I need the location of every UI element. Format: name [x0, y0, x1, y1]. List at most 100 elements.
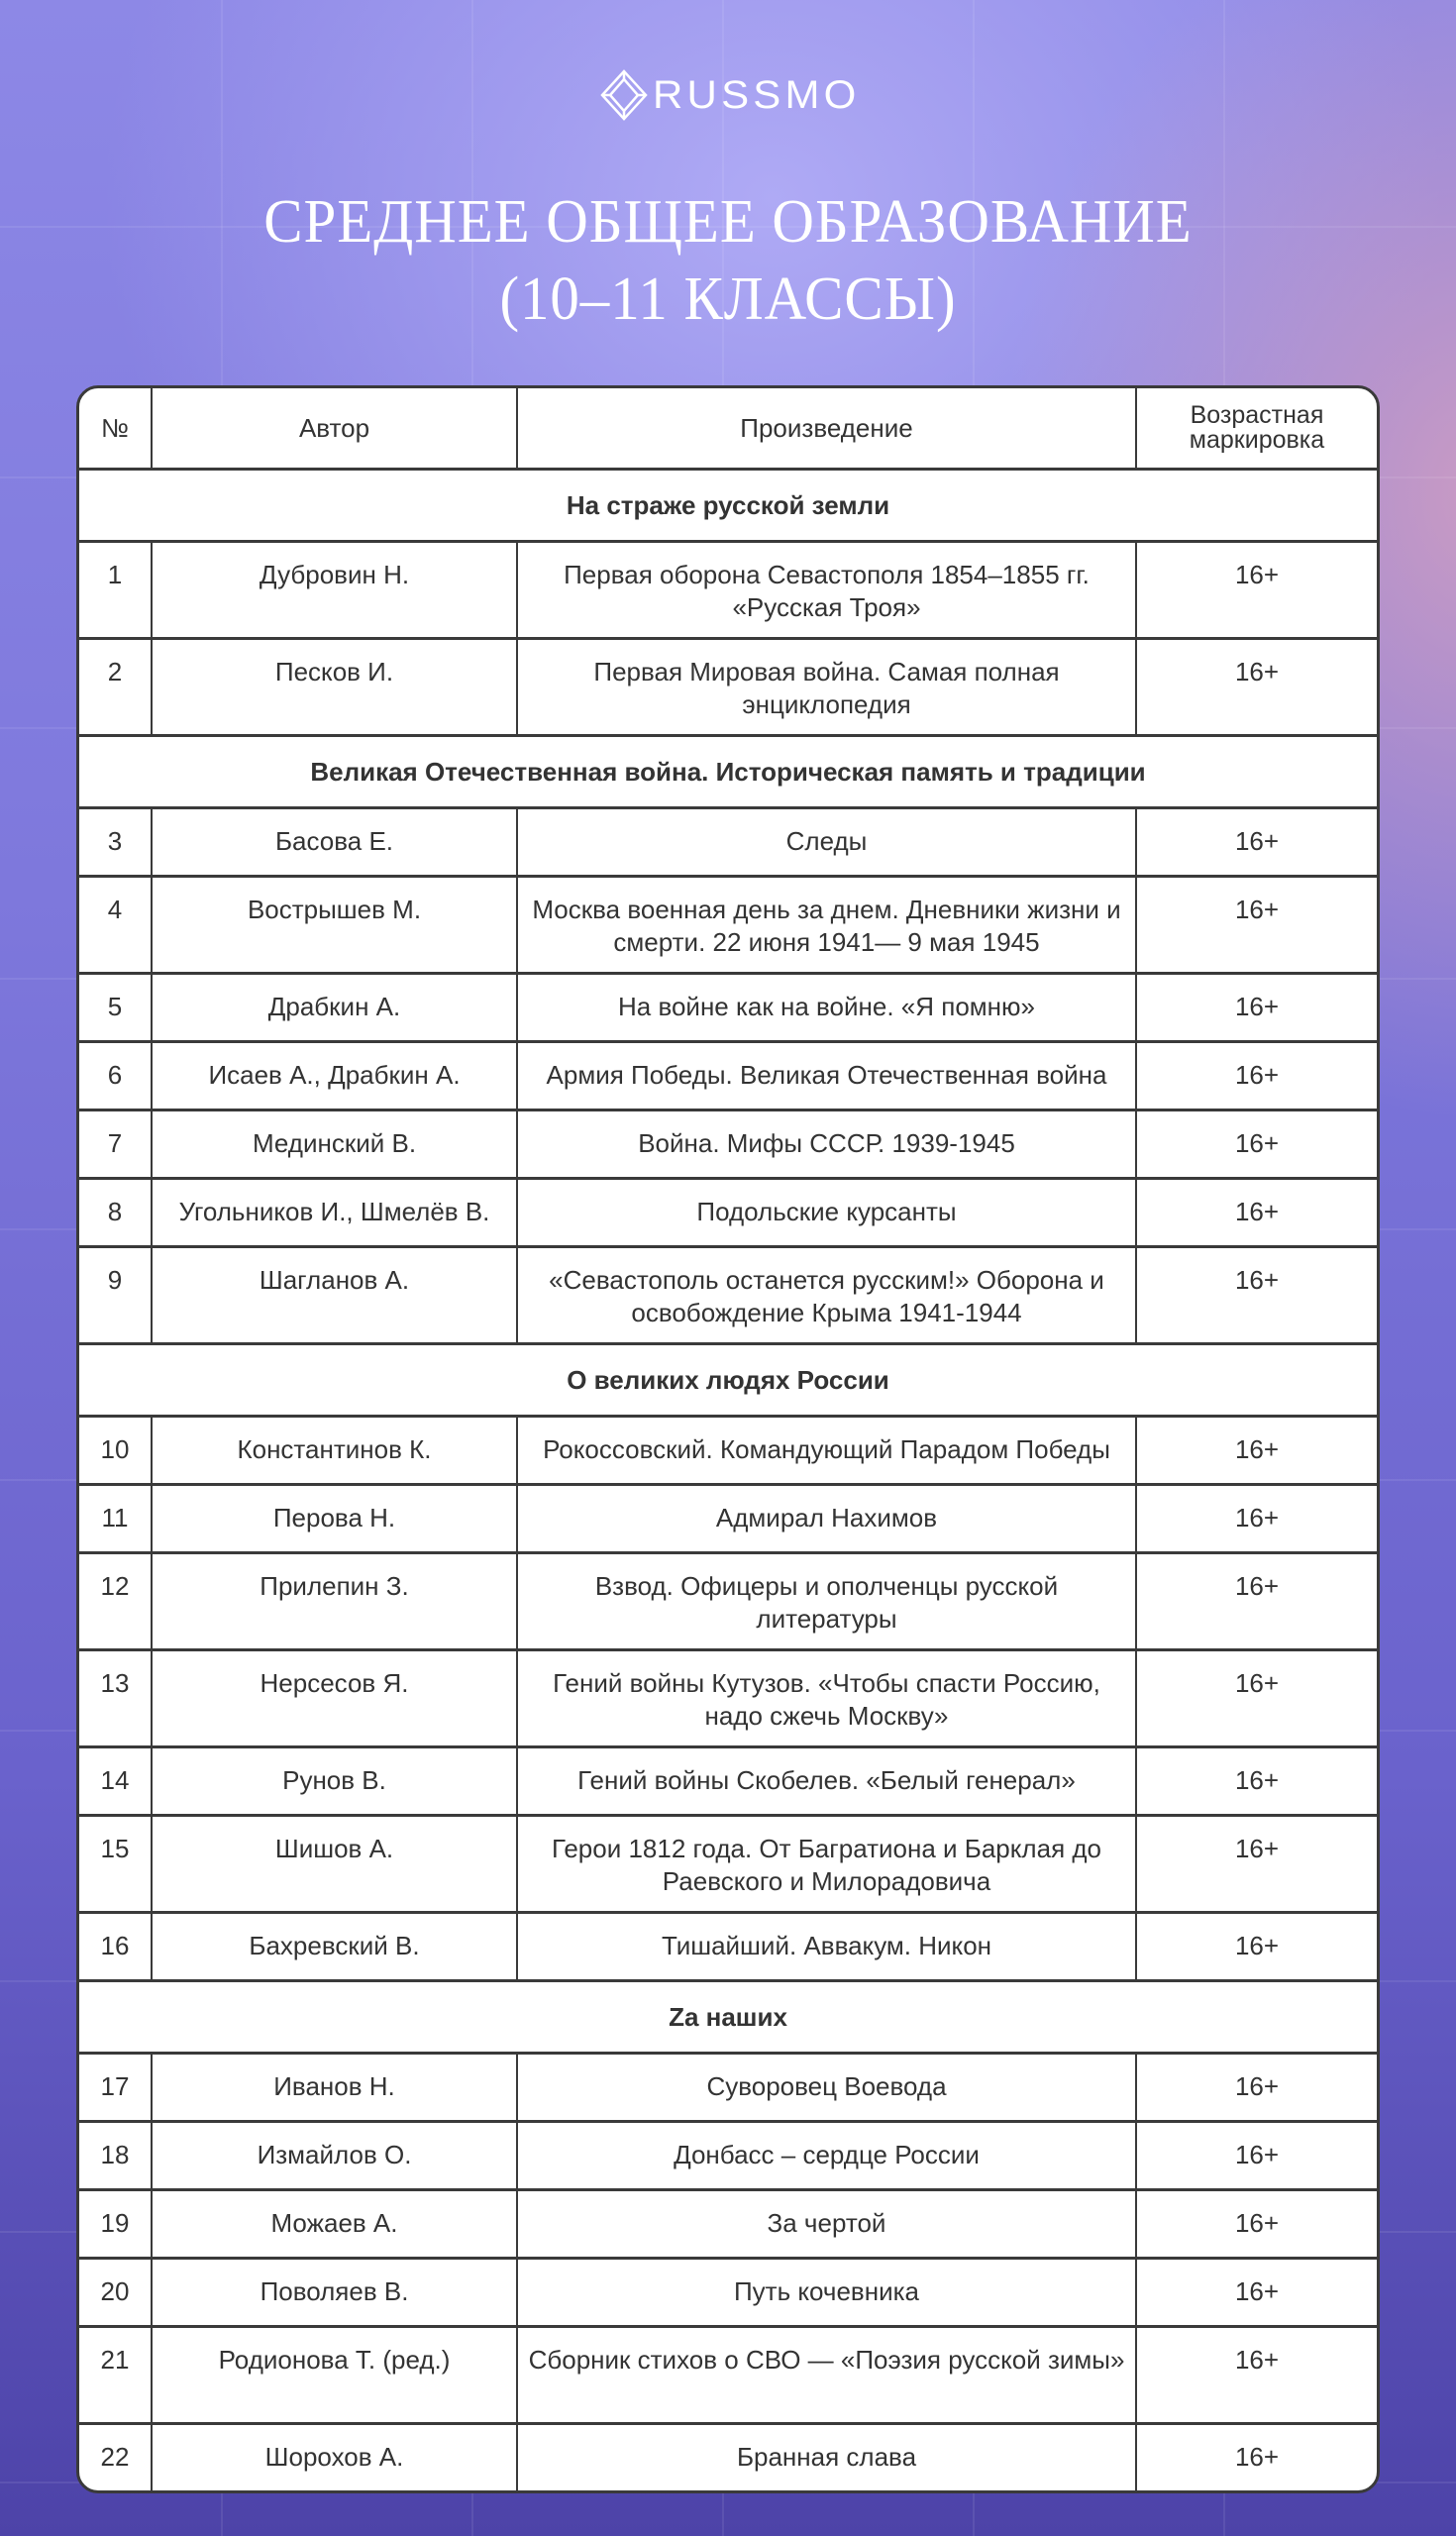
work-cell: Следы: [516, 809, 1135, 875]
work-cell: Путь кочевника: [516, 2260, 1135, 2325]
author-cell: Константинов К.: [151, 1418, 516, 1483]
table-row: 14 Рунов В. Гений войны Скобелев. «Белый г…: [79, 1745, 1377, 1814]
author-cell: Шорохов А.: [151, 2425, 516, 2490]
row-number: 8: [107, 1197, 123, 1226]
work-cell: Армия Победы. Великая Отечественная войн…: [516, 1043, 1135, 1109]
row-number: 6: [107, 1060, 123, 1090]
header-author: Автор: [151, 388, 516, 468]
author-cell: Басова Е.: [151, 809, 516, 875]
table-row: 4 Вострышев М. Москва военная день за днем…: [79, 875, 1377, 972]
author-cell: Прилепин З.: [151, 1554, 516, 1648]
table-row: 3 Басова Е. Следы 16+: [79, 806, 1377, 875]
row-number: 10: [100, 1434, 130, 1464]
row-number: 11: [101, 1503, 129, 1532]
row-number: 3: [107, 826, 123, 856]
author-cell: Родионова Т. (ред.): [151, 2328, 516, 2422]
row-number: 12: [100, 1571, 130, 1601]
books-table: № Автор Произведение Возрастная маркиров…: [76, 385, 1380, 2493]
work-cell: Суворовец Воевода: [516, 2055, 1135, 2120]
row-number: 7: [107, 1128, 123, 1158]
work-cell: Герои 1812 года. От Багратиона и Барклая…: [516, 1817, 1135, 1911]
row-number: 5: [107, 992, 123, 1021]
author-cell: Бахревский В.: [151, 1914, 516, 1979]
work-cell: За чертой: [516, 2191, 1135, 2257]
age-rating-cell: 16+: [1135, 1651, 1377, 1745]
author-cell: Вострышев М.: [151, 878, 516, 972]
author-cell: Дубровин Н.: [151, 543, 516, 637]
work-cell: Сборник стихов о СВО — «Поэзия русской з…: [516, 2328, 1135, 2422]
age-rating-cell: 16+: [1135, 1554, 1377, 1648]
table-row: 9 Шагланов А. «Севастополь останется русск…: [79, 1245, 1377, 1342]
title-line-2: (10–11 КЛАССЫ): [499, 265, 957, 333]
age-rating-cell: 16+: [1135, 809, 1377, 875]
row-number: 17: [100, 2071, 130, 2101]
work-cell: Москва военная день за днем. Дневники жи…: [516, 878, 1135, 972]
table-row: 8 Угольников И., Шмелёв В. Подольские курс…: [79, 1177, 1377, 1245]
work-cell: Адмирал Нахимов: [516, 1486, 1135, 1551]
author-cell: Исаев А., Драбкин А.: [151, 1043, 516, 1109]
table-row: 11 Перова Н. Адмирал Нахимов 16+: [79, 1483, 1377, 1551]
age-rating-cell: 16+: [1135, 1748, 1377, 1814]
row-number: 15: [100, 1834, 130, 1863]
age-rating-cell: 16+: [1135, 2055, 1377, 2120]
work-cell: Гений войны Кутузов. «Чтобы спасти Росси…: [516, 1651, 1135, 1745]
author-cell: Шишов А.: [151, 1817, 516, 1911]
age-rating-cell: 16+: [1135, 1248, 1377, 1342]
header-age-rating: Возрастная маркировка: [1135, 388, 1377, 468]
row-number: 22: [100, 2442, 130, 2472]
table-row: 12 Прилепин З. Взвод. Офицеры и ополченцы …: [79, 1551, 1377, 1648]
author-cell: Поволяев В.: [151, 2260, 516, 2325]
work-cell: Донбасс – сердце России: [516, 2123, 1135, 2188]
age-rating-cell: 16+: [1135, 2123, 1377, 2188]
header-work: Произведение: [516, 388, 1135, 468]
age-rating-cell: 16+: [1135, 1418, 1377, 1483]
row-number: 18: [100, 2140, 130, 2169]
table-header: № Автор Произведение Возрастная маркиров…: [79, 388, 1377, 468]
age-rating-cell: 16+: [1135, 878, 1377, 972]
work-cell: Первая Мировая война. Самая полная энцик…: [516, 640, 1135, 734]
author-cell: Перова Н.: [151, 1486, 516, 1551]
row-number: 20: [100, 2276, 130, 2306]
author-cell: Рунов В.: [151, 1748, 516, 1814]
age-rating-cell: 16+: [1135, 2191, 1377, 2257]
section-header: На страже русской земли: [79, 468, 1377, 540]
table-row: 10 Константинов К. Рокоссовский. Командующ…: [79, 1415, 1377, 1483]
author-cell: Иванов Н.: [151, 2055, 516, 2120]
row-number: 4: [107, 895, 123, 924]
work-cell: Первая оборона Севастополя 1854–1855 гг.…: [516, 543, 1135, 637]
author-cell: Угольников И., Шмелёв В.: [151, 1180, 516, 1245]
page-title: СРЕДНЕЕ ОБЩЕЕ ОБРАЗОВАНИЕ (10–11 КЛАССЫ): [37, 183, 1420, 338]
table-row: 19 Можаев А. За чертой 16+: [79, 2188, 1377, 2257]
table-row: 7 Мединский В. Война. Мифы СССР. 1939-1945…: [79, 1109, 1377, 1177]
table-row: 5 Драбкин А. На войне как на войне. «Я пом…: [79, 972, 1377, 1040]
row-number: 9: [107, 1265, 123, 1295]
author-cell: Песков И.: [151, 640, 516, 734]
table-row: 1 Дубровин Н. Первая оборона Севастополя 1…: [79, 540, 1377, 637]
row-number: 1: [107, 560, 123, 589]
age-rating-cell: 16+: [1135, 543, 1377, 637]
row-number: 14: [100, 1765, 130, 1795]
age-rating-cell: 16+: [1135, 640, 1377, 734]
diamond-logo-icon: [600, 69, 648, 121]
work-cell: Взвод. Офицеры и ополченцы русской литер…: [516, 1554, 1135, 1648]
work-cell: Война. Мифы СССР. 1939-1945: [516, 1111, 1135, 1177]
work-cell: Подольские курсанты: [516, 1180, 1135, 1245]
table-row: 17 Иванов Н. Суворовец Воевода 16+: [79, 2052, 1377, 2120]
brand-name: RUSSMO: [653, 72, 861, 117]
work-cell: Тишайший. Аввакум. Никон: [516, 1914, 1135, 1979]
table-row: 22 Шорохов А. Бранная слава 16+: [79, 2422, 1377, 2490]
section-header: Великая Отечественная война. Историческа…: [79, 734, 1377, 806]
section-header: Zа наших: [79, 1979, 1377, 2052]
row-number: 16: [100, 1931, 130, 1960]
work-cell: Бранная слава: [516, 2425, 1135, 2490]
title-line-1: СРЕДНЕЕ ОБЩЕЕ ОБРАЗОВАНИЕ: [263, 188, 1193, 256]
row-number: 19: [100, 2208, 130, 2238]
author-cell: Мединский В.: [151, 1111, 516, 1177]
work-cell: Рокоссовский. Командующий Парадом Победы: [516, 1418, 1135, 1483]
table-row: 13 Нерсесов Я. Гений войны Кутузов. «Чтобы…: [79, 1648, 1377, 1745]
author-cell: Шагланов А.: [151, 1248, 516, 1342]
age-rating-cell: 16+: [1135, 1914, 1377, 1979]
brand-logo: RUSSMO: [0, 69, 1456, 121]
age-rating-cell: 16+: [1135, 2425, 1377, 2490]
table-row: 16 Бахревский В. Тишайший. Аввакум. Никон 1…: [79, 1911, 1377, 1979]
